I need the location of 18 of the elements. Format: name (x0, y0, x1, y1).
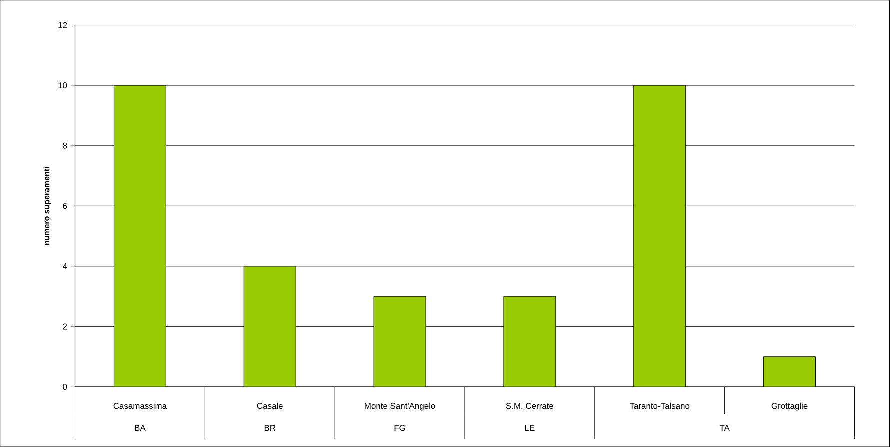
x-tick-label: Monte Sant'Angelo (365, 402, 436, 411)
text: TA (720, 425, 730, 431)
y-tick-label: 0 (63, 384, 68, 390)
text: FG (394, 424, 406, 431)
y-tick-label: 2 (63, 324, 68, 330)
y-tick-label: 6 (63, 203, 68, 210)
x-tick-label: Taranto-Talsano (630, 402, 690, 409)
y-tick-label: 4 (62, 263, 68, 270)
text: BA (135, 425, 146, 431)
x-tick-label: Casale (257, 402, 283, 409)
x-tick-label: Casamassima (114, 402, 167, 409)
text: LE (525, 425, 535, 431)
x-tick-label: Grottaglie (772, 402, 808, 411)
x-tick-label: S.M. Cerrate (506, 402, 554, 409)
y-tick-label: 8 (63, 142, 68, 149)
y-tick-label: 12 (58, 22, 68, 28)
text: BR (264, 425, 276, 431)
y-tick-label: 10 (58, 82, 68, 88)
